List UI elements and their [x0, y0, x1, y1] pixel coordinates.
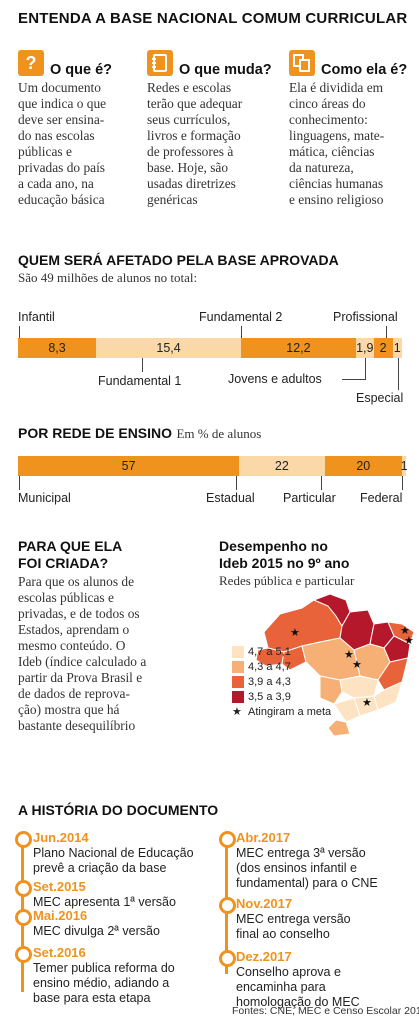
timeline-text: MEC apresenta 1ª versão — [33, 895, 176, 909]
timeline-text: MEC entrega versão final ao conselho — [236, 912, 351, 941]
column-heading: O que é? — [50, 62, 113, 78]
star-marker: ★ — [362, 697, 372, 709]
timeline-dot — [15, 831, 32, 848]
question-icon: ? — [18, 50, 44, 76]
history-title: A HISTÓRIA DO DOCUMENTO — [18, 802, 219, 818]
network-title: POR REDE DE ENSINO — [18, 425, 173, 441]
star-marker: ★ — [404, 635, 414, 647]
document-icon — [289, 50, 315, 76]
region-go — [339, 675, 379, 699]
timeline-dot — [219, 897, 236, 914]
tick — [402, 476, 403, 490]
tick — [19, 326, 20, 338]
region-ms — [319, 675, 343, 705]
source-note: Fontes: CNE, MEC e Censo Escolar 2016 — [232, 1005, 419, 1017]
tick — [365, 358, 366, 380]
timeline-date: Set.2015 — [33, 879, 86, 894]
timeline-text: Temer publica reforma do ensino médio, ad… — [33, 961, 175, 1005]
timeline-date: Jun.2014 — [33, 830, 89, 845]
affected-bar-chart: 8,3 15,4 12,2 1,9 2 1 — [18, 338, 402, 358]
column-text: Redes e escolas terão que adequar seus cur… — [147, 80, 243, 207]
column-heading: O que muda? — [179, 62, 272, 78]
region-pr-sc — [333, 697, 361, 723]
column-changes: O que muda? Redes e escolas terão que ade… — [147, 50, 285, 208]
tick — [19, 476, 20, 490]
timeline-date: Dez.2017 — [236, 949, 292, 964]
label-profissional: Profissional — [333, 310, 398, 324]
timeline-date: Abr.2017 — [236, 830, 291, 845]
column-what: ? O que é? Um documento que indica o que d… — [18, 50, 146, 208]
label-estadual: Estadual — [206, 491, 255, 505]
region-ro — [281, 645, 307, 671]
region-rs — [327, 719, 351, 737]
bar-segment-particular: 20 — [324, 456, 403, 476]
bar-segment-jovens-e-adultos: 1,9 — [355, 338, 374, 358]
map-legend: 4,7 a 5,1 4,3 a 4,7 3,9 a 4,3 3,5 a 3,9 … — [232, 645, 332, 718]
tick — [142, 358, 143, 372]
brazil-map: ★ ★ ★ ★ ★ ★ — [255, 593, 415, 737]
timeline-date: Mai.2016 — [33, 908, 88, 923]
star-marker: ★ — [290, 627, 300, 639]
affected-title: QUEM SERÁ AFETADO PELA BASE APROVADA — [18, 252, 339, 268]
label-especial: Especial — [356, 391, 404, 405]
leader-line — [342, 379, 366, 380]
tick — [321, 476, 322, 490]
timeline-date: Set.2016 — [33, 945, 86, 960]
label-fundamental-2: Fundamental 2 — [199, 310, 283, 324]
region-ce-rn — [387, 621, 415, 645]
network-bar-chart: 57 22 20 1 — [18, 456, 408, 476]
timeline-dot — [15, 880, 32, 897]
column-text: Um documento que indica o que deve ser ens… — [18, 80, 107, 207]
label-jovens-adultos: Jovens e adultos — [228, 372, 322, 386]
timeline-date: Nov.2017 — [236, 896, 293, 911]
column-how: Como ela é? Ela é dividida em cinco áreas… — [289, 50, 414, 208]
legend-swatch — [232, 675, 244, 688]
label-fundamental-1: Fundamental 1 — [98, 374, 182, 388]
timeline-dot — [219, 831, 236, 848]
map-title: Desempenho no Ideb 2015 no 9º ano — [219, 538, 350, 571]
legend-swatch — [232, 690, 244, 703]
timeline-dot — [15, 909, 32, 926]
bar-segment-municipal: 57 — [18, 456, 240, 476]
star-icon: ★ — [232, 706, 242, 718]
bar-segment-fundamental-2: 12,2 — [241, 338, 356, 358]
tick — [236, 476, 237, 490]
star-marker: ★ — [400, 625, 410, 637]
bar-segment-federal: 1 — [401, 456, 408, 476]
label-municipal: Municipal — [18, 491, 71, 505]
timeline-dot — [15, 946, 32, 963]
legend-swatch — [232, 660, 244, 673]
bar-segment-infantil: 8,3 — [18, 338, 97, 358]
bar-segment-profissional: 2 — [373, 338, 393, 358]
tick — [386, 326, 387, 338]
network-heading: POR REDE DE ENSINO Em % de alunos — [18, 425, 261, 443]
column-heading: Como ela é? — [321, 62, 408, 78]
timeline-text: Conselho aprova e encaminha para homologaç… — [236, 965, 360, 1009]
timeline-text: MEC entrega 3ª versão (dos ensinos infant… — [236, 846, 378, 890]
tick — [398, 358, 399, 390]
timeline-text: Plano Nacional de Educação prevê a criaçã… — [33, 846, 194, 875]
timeline-text: MEC divulga 2ª versão — [33, 924, 160, 938]
affected-subtitle: São 49 milhões de alunos no total: — [18, 270, 198, 285]
tick — [241, 326, 242, 338]
bar-segment-fundamental-1: 15,4 — [96, 338, 242, 358]
bar-segment-especial: 1 — [392, 338, 402, 358]
map-subtitle: Redes pública e particular — [219, 573, 355, 588]
notebook-icon — [147, 50, 173, 76]
purpose-title: PARA QUE ELA FOI CRIADA? — [18, 538, 123, 571]
label-particular: Particular — [283, 491, 336, 505]
timeline-dot — [219, 950, 236, 967]
column-text: Ela é dividida em cinco áreas do conhecime… — [289, 80, 385, 207]
page-title: ENTENDA A BASE NACIONAL COMUM CURRICULAR — [18, 10, 408, 27]
legend-swatch — [232, 645, 244, 658]
star-marker: ★ — [352, 659, 362, 671]
label-federal: Federal — [360, 491, 403, 505]
bar-segment-estadual: 22 — [239, 456, 325, 476]
label-infantil: Infantil — [18, 310, 55, 324]
star-marker: ★ — [344, 649, 354, 661]
network-unit: Em % de alunos — [176, 426, 262, 441]
